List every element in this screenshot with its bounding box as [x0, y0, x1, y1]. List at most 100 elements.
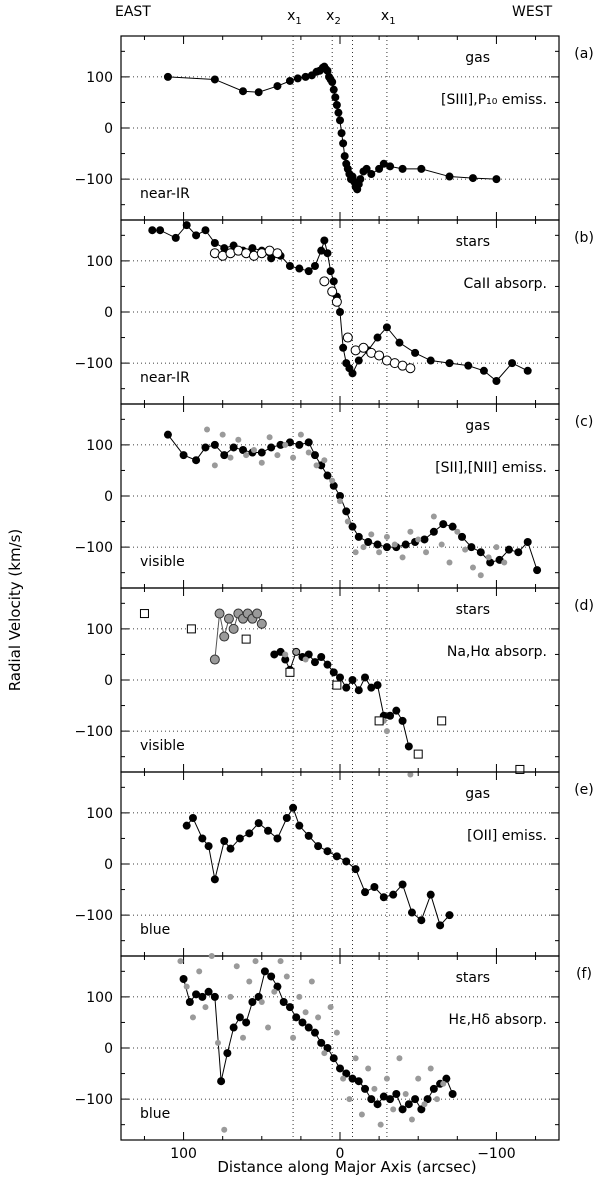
y-tick-label: −100: [75, 356, 113, 372]
data-point: [492, 377, 501, 385]
region-label: visible: [140, 554, 185, 570]
series-gray: [209, 608, 267, 665]
panel-letter: (d): [574, 598, 594, 614]
data-point: [273, 82, 282, 91]
data-point: [523, 366, 532, 375]
panel-letter: (b): [574, 230, 594, 246]
data-point: [257, 448, 266, 457]
data-point-open: [272, 248, 283, 259]
data-point: [426, 356, 435, 365]
data-point-gray: [315, 1014, 322, 1021]
data-point-gray: [423, 549, 430, 556]
feature-label: [OII] emiss.: [467, 828, 547, 844]
data-point: [401, 540, 410, 549]
data-point: [295, 264, 304, 273]
data-point: [375, 164, 384, 173]
data-point: [198, 992, 207, 1001]
x-marker-subscript: 1: [389, 16, 395, 27]
data-point: [295, 821, 304, 830]
data-point: [354, 1077, 363, 1086]
data-point: [220, 837, 229, 845]
data-point: [367, 170, 376, 178]
data-point-gray: [290, 1034, 297, 1041]
data-point: [398, 1105, 407, 1114]
data-point: [373, 681, 382, 690]
data-point: [336, 492, 344, 500]
data-point-open: [319, 276, 330, 287]
data-point: [339, 343, 348, 352]
data-point: [411, 348, 420, 357]
data-point-gray: [223, 613, 234, 624]
data-point-gray: [219, 631, 230, 642]
data-point: [254, 819, 263, 828]
data-point-open: [327, 286, 338, 297]
data-point-gray: [296, 993, 303, 1000]
data-point-gray: [321, 1050, 328, 1057]
region-label: near-IR: [140, 186, 190, 202]
west-label: WEST: [512, 4, 553, 20]
data-point-gray: [256, 618, 267, 629]
x-marker-label: x2: [326, 8, 341, 27]
series-filled: [148, 221, 532, 385]
component-label: gas: [465, 786, 490, 802]
data-point-gray: [266, 434, 273, 441]
data-point: [439, 520, 448, 529]
header: EAST WEST x1 x2 x1: [115, 4, 553, 27]
data-point-gray: [277, 958, 284, 965]
data-point-gray: [214, 608, 225, 619]
data-point-gray: [390, 1106, 397, 1113]
region-label: blue: [140, 1106, 170, 1122]
data-point: [367, 683, 376, 692]
y-tick-label: −100: [75, 724, 113, 740]
data-point-gray: [243, 452, 250, 459]
component-label: stars: [456, 970, 490, 986]
data-point-gray: [308, 978, 315, 985]
data-point: [323, 249, 332, 258]
data-point: [270, 650, 279, 659]
data-point-gray: [383, 1075, 390, 1082]
data-point: [342, 857, 351, 866]
data-point: [310, 262, 319, 270]
data-point: [229, 1023, 238, 1032]
data-point-square: [515, 764, 525, 774]
y-tick-label: 100: [86, 438, 113, 454]
data-point-square: [437, 716, 447, 726]
data-point: [310, 451, 319, 460]
axis-labels: Distance along Major Axis (arcsec) Radia…: [6, 529, 477, 1176]
data-point-gray: [235, 436, 242, 443]
data-point-gray: [211, 462, 218, 469]
data-point-gray: [368, 531, 375, 538]
component-label: gas: [465, 50, 490, 66]
data-point: [492, 175, 501, 184]
data-point-open: [331, 296, 342, 307]
data-point-gray: [421, 1101, 428, 1108]
data-point-gray: [383, 728, 390, 735]
data-point: [354, 532, 363, 541]
data-point: [386, 1095, 395, 1104]
series-filled: [182, 803, 454, 930]
panel-f: 100 0 −100 (f) stars Hε,Hδ absorp. blue: [75, 953, 592, 1141]
data-point: [179, 451, 188, 460]
data-point: [298, 1018, 307, 1027]
data-point-square: [374, 716, 384, 726]
data-point: [317, 653, 326, 661]
data-point: [156, 226, 165, 235]
data-point: [179, 975, 188, 983]
data-point: [361, 1084, 370, 1093]
feature-label: Hε,Hδ absorp.: [448, 1012, 547, 1028]
x-tick-label: −100: [477, 1146, 515, 1162]
data-point: [436, 921, 445, 930]
data-point: [188, 814, 197, 822]
y-tick-label: 100: [86, 806, 113, 822]
data-point-gray: [446, 559, 453, 566]
panel-letter: (e): [574, 782, 594, 798]
data-point: [340, 152, 349, 161]
x-tick-label: 0: [336, 1146, 345, 1162]
data-point: [317, 461, 326, 470]
data-point-gray: [454, 528, 461, 535]
data-point-gray: [501, 559, 508, 566]
data-point: [348, 676, 357, 684]
data-point: [420, 535, 429, 544]
data-point: [379, 893, 388, 902]
